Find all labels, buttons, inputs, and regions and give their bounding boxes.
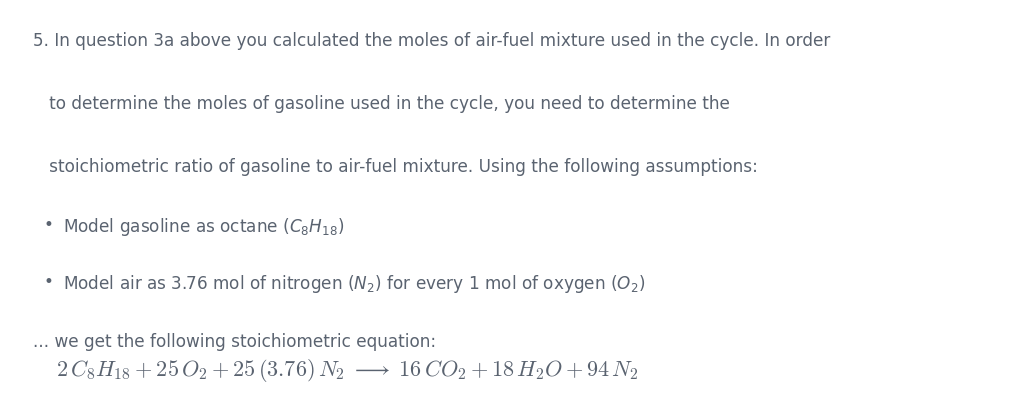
Text: •: •	[43, 216, 53, 234]
Text: ... we get the following stoichiometric equation:: ... we get the following stoichiometric …	[33, 333, 436, 350]
Text: $2\,C_8H_{18} + 25\,O_2 + 25\,(3.76)\,N_2 \;\longrightarrow\; 16\,CO_2 + 18\,H_2: $2\,C_8H_{18} + 25\,O_2 + 25\,(3.76)\,N_…	[56, 357, 639, 384]
Text: Model gasoline as octane ($C_8H_{18}$): Model gasoline as octane ($C_8H_{18}$)	[63, 216, 345, 238]
Text: stoichiometric ratio of gasoline to air-fuel mixture. Using the following assump: stoichiometric ratio of gasoline to air-…	[33, 158, 758, 176]
Text: Model air as 3.76 mol of nitrogen ($N_2$) for every 1 mol of oxygen ($O_2$): Model air as 3.76 mol of nitrogen ($N_2$…	[63, 273, 646, 295]
Text: 5. In question 3a above you calculated the moles of air-fuel mixture used in the: 5. In question 3a above you calculated t…	[33, 32, 830, 50]
Text: •: •	[43, 273, 53, 291]
Text: to determine the moles of gasoline used in the cycle, you need to determine the: to determine the moles of gasoline used …	[33, 95, 730, 113]
